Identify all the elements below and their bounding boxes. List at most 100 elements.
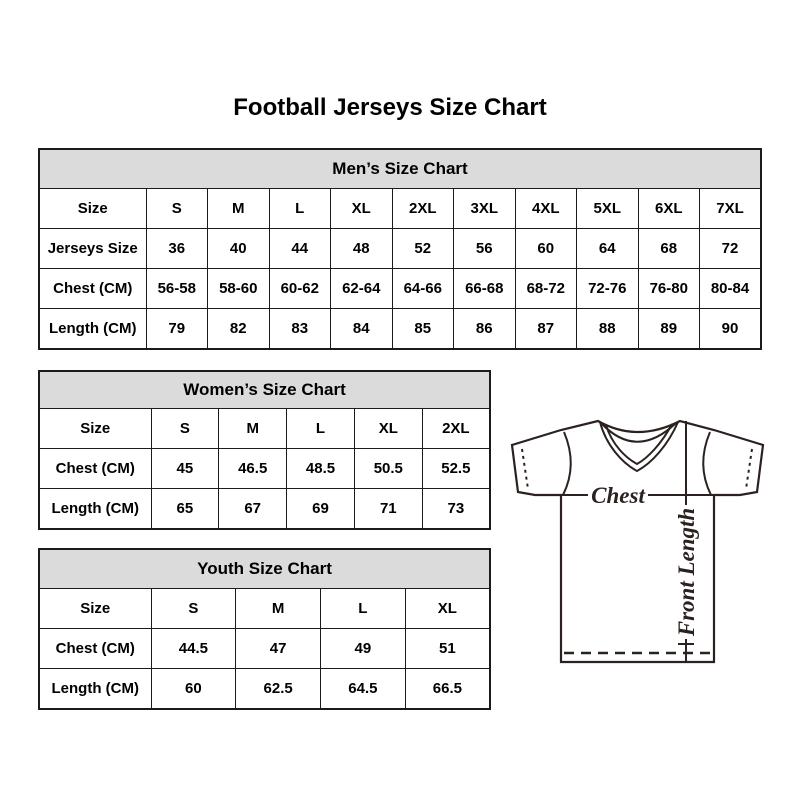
- cell: 67: [218, 488, 288, 530]
- cell: 62.5: [235, 668, 321, 710]
- cell: 83: [268, 308, 331, 350]
- cell: 6XL: [637, 188, 700, 229]
- table-row: Size S M L XL: [38, 588, 491, 629]
- cell: 3XL: [453, 188, 516, 229]
- table-title: Youth Size Chart: [38, 548, 491, 589]
- table-row: Chest (CM) 56-58 58-60 60-62 62-64 64-66…: [38, 268, 762, 309]
- table-row: Length (CM) 79 82 83 84 85 86 87 88 89 9…: [38, 308, 762, 350]
- cell: L: [268, 188, 331, 229]
- cell: S: [150, 408, 220, 449]
- row-label: Jerseys Size: [38, 228, 147, 269]
- cell: 82: [207, 308, 270, 350]
- cell: 84: [330, 308, 393, 350]
- cell: 51: [404, 628, 491, 669]
- page-title: Football Jerseys Size Chart: [233, 94, 547, 121]
- cell: 65: [150, 488, 220, 530]
- row-label: Chest (CM): [38, 268, 147, 309]
- mens-size-chart-table: Men’s Size Chart Size S M L XL 2XL 3XL 4…: [38, 148, 762, 350]
- cell: 46.5: [218, 448, 288, 489]
- front-length-measure-line: [678, 421, 694, 662]
- table-row: Size S M L XL 2XL 3XL 4XL 5XL 6XL 7XL: [38, 188, 762, 229]
- cell: 2XL: [391, 188, 454, 229]
- right-cuff-dashed-line: [745, 448, 753, 490]
- cell: 66.5: [404, 668, 491, 710]
- cell: 48: [330, 228, 393, 269]
- cell: 71: [353, 488, 423, 530]
- cell: 64.5: [320, 668, 406, 710]
- cell: 52.5: [421, 448, 491, 489]
- row-label: Length (CM): [38, 668, 152, 710]
- cell: 85: [391, 308, 454, 350]
- cell: 60: [150, 668, 237, 710]
- cell: 87: [514, 308, 577, 350]
- cell: 56: [453, 228, 516, 269]
- cell: S: [150, 588, 237, 629]
- jersey-diagram: Chest Front Length: [508, 413, 768, 665]
- table-row: Length (CM) 60 62.5 64.5 66.5: [38, 668, 491, 710]
- cell: 44: [268, 228, 331, 269]
- table-row: Jerseys Size 36 40 44 48 52 56 60 64 68 …: [38, 228, 762, 269]
- cell: 64: [576, 228, 639, 269]
- table-title: Women’s Size Chart: [38, 370, 491, 409]
- row-label: Chest (CM): [38, 628, 152, 669]
- cell: M: [207, 188, 270, 229]
- row-label: Length (CM): [38, 488, 152, 530]
- vneck-inner-line: [605, 423, 673, 466]
- cell: 73: [421, 488, 491, 530]
- chest-label: Chest: [591, 483, 645, 508]
- cell: 64-66: [391, 268, 454, 309]
- table-row: Chest (CM) 45 46.5 48.5 50.5 52.5: [38, 448, 491, 489]
- left-cuff-dashed-line: [521, 448, 529, 490]
- cell: 40: [207, 228, 270, 269]
- cell: 2XL: [421, 408, 491, 449]
- front-length-label: Front Length: [674, 508, 699, 637]
- cell: 50.5: [353, 448, 423, 489]
- row-label: Size: [38, 188, 147, 229]
- cell: 80-84: [699, 268, 762, 309]
- cell: 68-72: [514, 268, 577, 309]
- row-label: Length (CM): [38, 308, 147, 350]
- left-armscye-seam: [562, 431, 572, 496]
- cell: XL: [330, 188, 393, 229]
- cell: 86: [453, 308, 516, 350]
- cell: 7XL: [699, 188, 762, 229]
- cell: 48.5: [286, 448, 355, 489]
- jersey-outline-drawing: Chest Front Length: [510, 419, 765, 664]
- cell: M: [218, 408, 288, 449]
- cell: 49: [320, 628, 406, 669]
- cell: 89: [637, 308, 700, 350]
- cell: 72: [699, 228, 762, 269]
- cell: XL: [404, 588, 491, 629]
- cell: 45: [150, 448, 220, 489]
- womens-size-chart-table: Women’s Size Chart Size S M L XL 2XL Che…: [38, 370, 491, 530]
- table-row: Length (CM) 65 67 69 71 73: [38, 488, 491, 530]
- cell: 4XL: [514, 188, 577, 229]
- cell: 79: [145, 308, 208, 350]
- row-label: Size: [38, 408, 152, 449]
- right-armscye-seam: [702, 431, 712, 496]
- cell: L: [286, 408, 355, 449]
- cell: 90: [699, 308, 762, 350]
- table-row: Chest (CM) 44.5 47 49 51: [38, 628, 491, 669]
- cell: XL: [353, 408, 423, 449]
- table-title: Men’s Size Chart: [38, 148, 762, 189]
- cell: 72-76: [576, 268, 639, 309]
- cell: M: [235, 588, 321, 629]
- cell: L: [320, 588, 406, 629]
- cell: 60-62: [268, 268, 331, 309]
- row-label: Chest (CM): [38, 448, 152, 489]
- cell: 68: [637, 228, 700, 269]
- cell: 36: [145, 228, 208, 269]
- cell: 5XL: [576, 188, 639, 229]
- cell: 56-58: [145, 268, 208, 309]
- cell: 52: [391, 228, 454, 269]
- table-row: Size S M L XL 2XL: [38, 408, 491, 449]
- cell: 60: [514, 228, 577, 269]
- youth-size-chart-table: Youth Size Chart Size S M L XL Chest (CM…: [38, 548, 491, 710]
- cell: 69: [286, 488, 355, 530]
- cell: S: [145, 188, 208, 229]
- cell: 88: [576, 308, 639, 350]
- cell: 76-80: [637, 268, 700, 309]
- jersey-body-outline: [510, 419, 765, 664]
